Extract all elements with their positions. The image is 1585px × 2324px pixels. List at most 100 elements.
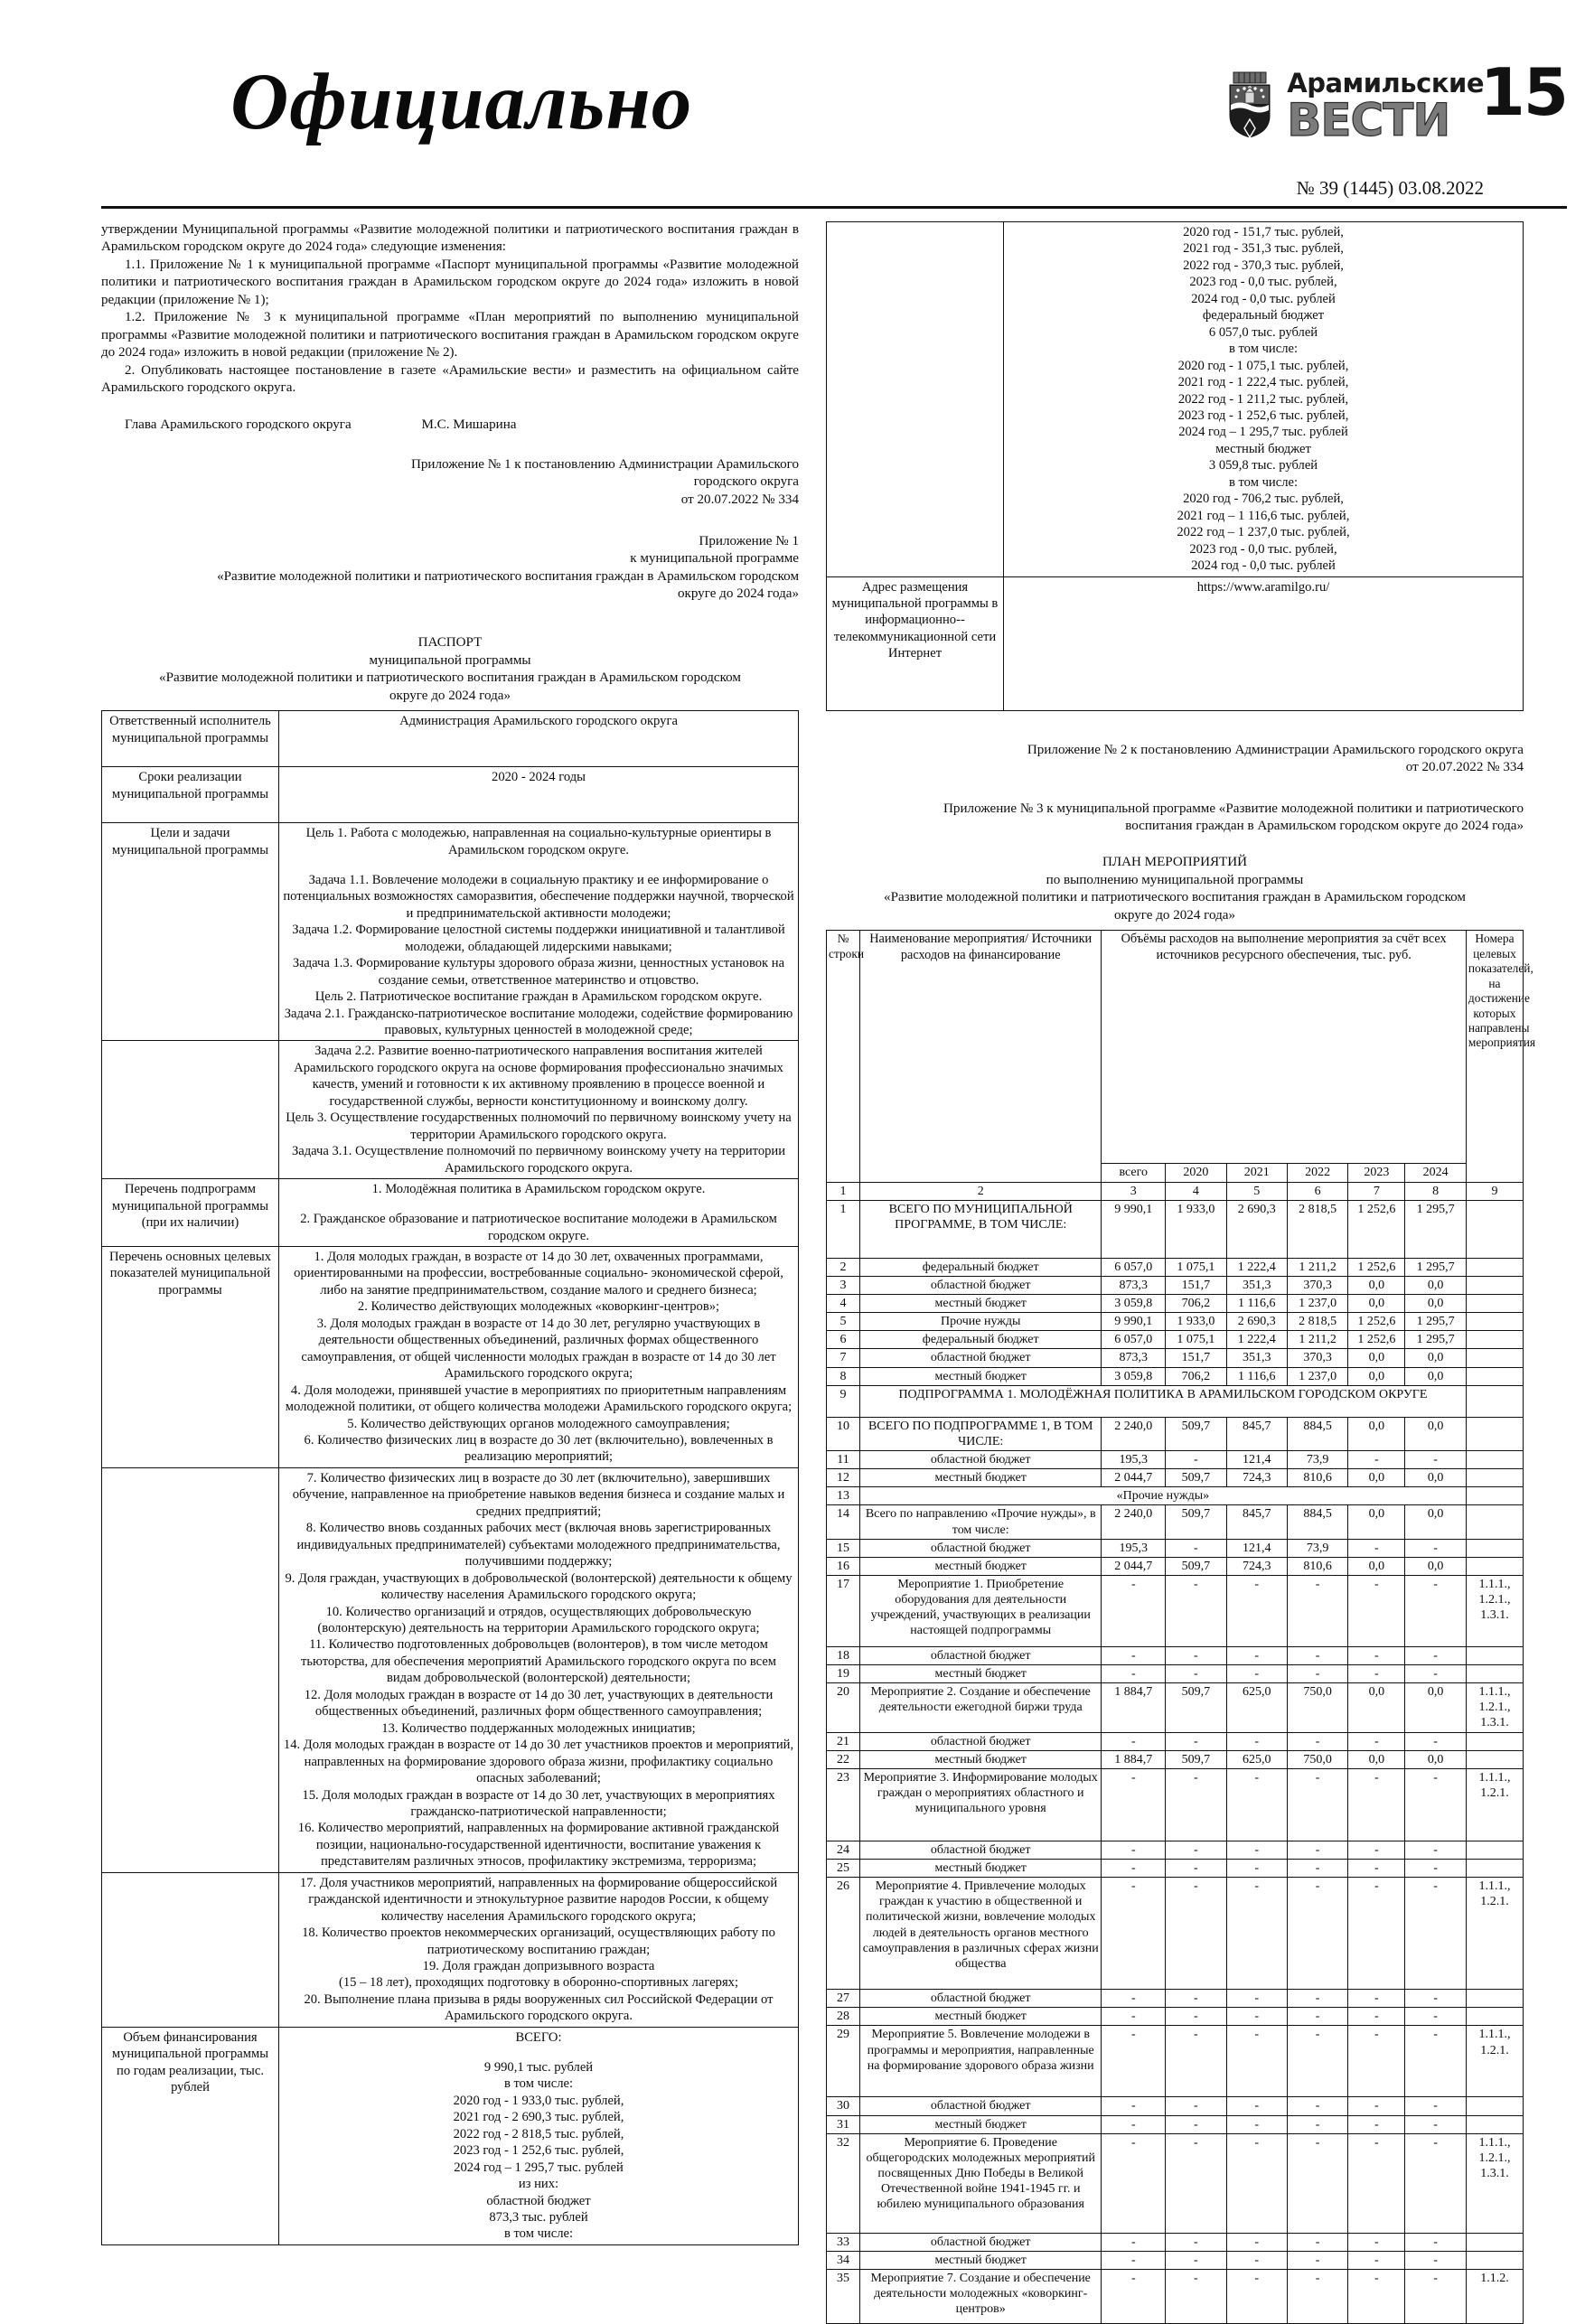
multiline-value: Цель 1. Работа с молодежью, направленная…	[283, 825, 794, 1038]
row-indicators	[1465, 1348, 1524, 1368]
col-index: 1	[826, 1181, 860, 1201]
row-indicators	[1465, 1645, 1524, 1666]
row-value-5: -	[1404, 1731, 1467, 1751]
row-value-1: -	[1165, 2096, 1227, 2116]
row-value-3: -	[1286, 2132, 1349, 2234]
row-indicators	[1465, 1840, 1524, 1860]
row-name: областной бюджет	[858, 2232, 1102, 2252]
row-name: областной бюджет	[858, 1731, 1102, 1751]
value-line: Задача 2.2. Развитие военно-патриотическ…	[294, 1044, 783, 1109]
row-value-4: -	[1347, 1574, 1406, 1647]
row-indicators	[1465, 1749, 1524, 1769]
value-line: 1. Молодёжная политика в Арамильском гор…	[371, 1182, 706, 1197]
row-value-3: 884,5	[1286, 1504, 1349, 1540]
table-row: 32 Мероприятие 6. Проведение общегородски…	[826, 2132, 1524, 2234]
row-indicators	[1465, 1538, 1524, 1558]
row-number: 14	[826, 1504, 860, 1540]
row-value-1: -	[1165, 1767, 1227, 1841]
plan-subheader-2022: 2022	[1286, 1163, 1349, 1183]
row-value-5: -	[1404, 1538, 1467, 1558]
col-index: 2	[858, 1181, 1102, 1201]
row-value-4: -	[1347, 1989, 1406, 2009]
row-value-0: 1 884,7	[1101, 1682, 1167, 1733]
row-number: 9	[826, 1384, 860, 1418]
row-number: 34	[826, 2250, 860, 2271]
value-line: 7. Количество физических лиц в возрасте …	[292, 1470, 785, 1519]
row-value-3: 370,3	[1286, 1275, 1349, 1295]
row-name: Всего по направлению «Прочие нужды», в т…	[858, 1504, 1102, 1540]
row-value-4: 0,0	[1347, 1416, 1406, 1451]
table-row: 23 Мероприятие 3. Информирование молодых …	[826, 1767, 1524, 1841]
row-value-2: 1 222,4	[1225, 1257, 1288, 1277]
value-line: 2. Гражданское образование и патриотичес…	[300, 1212, 777, 1243]
row-name: местный бюджет	[858, 2250, 1102, 2271]
row-value-2: -	[1225, 2096, 1288, 2116]
table-row: 15 областной бюджет 195,3-121,4 73,9- -	[826, 1538, 1524, 1558]
row-number: 35	[826, 2269, 860, 2324]
row-value-3: 370,3	[1286, 1348, 1349, 1368]
row-value-1: 509,7	[1165, 1749, 1227, 1769]
row-value-5: 1 295,7	[1404, 1312, 1467, 1332]
col-index: 4	[1165, 1181, 1227, 1201]
row-value-0: -	[1101, 1664, 1167, 1684]
row-value-3: 750,0	[1286, 1682, 1349, 1733]
masthead: Официально	[0, 0, 1585, 209]
value-line: 13. Количество поддержанных молодежных и…	[381, 1720, 696, 1736]
row-name: местный бюджет	[858, 2114, 1102, 2134]
row-value-2: -	[1225, 2232, 1288, 2252]
row-name: областной бюджет	[858, 2096, 1102, 2116]
row-value-5: -	[1404, 1664, 1467, 1684]
table-row: 29 Мероприятие 5. Вовлечение молодежи в п…	[826, 2025, 1524, 2098]
table-row: 35 Мероприятие 7. Создание и обеспечение …	[826, 2269, 1524, 2324]
row-value-0: -	[1101, 2250, 1167, 2271]
row-value-2: 351,3	[1225, 1275, 1288, 1295]
appendix1-prog-line-2: «Развитие молодежной политики и патриоти…	[217, 568, 799, 584]
row-value-4: -	[1347, 1645, 1406, 1666]
row-value-1: 706,2	[1165, 1366, 1227, 1386]
page-title: Официально	[230, 58, 693, 146]
row-number: 26	[826, 1877, 860, 1991]
row-value-2: 121,4	[1225, 1538, 1288, 1558]
row-value-1: -	[1165, 1840, 1227, 1860]
row-value-0: 2 044,7	[1101, 1556, 1167, 1576]
table-row: Перечень основных целевых показателей му…	[101, 1246, 799, 1468]
row-value-0: -	[1101, 2096, 1167, 2116]
row-indicators	[1465, 1731, 1524, 1751]
appendix1-prog-line-3: округе до 2024 года»	[677, 586, 799, 602]
row-name: ВСЕГО ПО ПОДПРОГРАММЕ 1, В ТОМ ЧИСЛЕ:	[858, 1416, 1102, 1451]
value-line: Цель 3. Осуществление государственных по…	[286, 1110, 792, 1142]
row-value-0: -	[1101, 2132, 1167, 2234]
col-index: 5	[1225, 1181, 1288, 1201]
row-number: 8	[826, 1366, 860, 1386]
passport-row-label: Цели и задачи муниципальной программы	[101, 822, 279, 1042]
row-value-4: 1 252,6	[1347, 1199, 1406, 1259]
row-value-3: 73,9	[1286, 1538, 1349, 1558]
value-line: 6. Количество физических лиц в возрасте …	[304, 1432, 774, 1465]
row-name: областной бюджет	[858, 1275, 1102, 1295]
plan-subheader-2024: 2024	[1404, 1163, 1467, 1183]
appendix3-prog-line-0: Приложение № 3 к муниципальной программе…	[943, 801, 1524, 816]
value-line: 2024 год – 1 295,7 тыс. рублей	[1178, 425, 1348, 440]
row-value-4: -	[1347, 1538, 1406, 1558]
appendix1-post-line-1: городского округа	[693, 474, 799, 490]
row-value-2: -	[1225, 2007, 1288, 2027]
row-value-5: -	[1404, 2250, 1467, 2271]
row-value-2: -	[1225, 1840, 1288, 1860]
appendix2-post-line-1: от 20.07.2022 № 334	[1405, 760, 1524, 775]
row-value-3: 1 237,0	[1286, 1366, 1349, 1386]
value-line	[283, 858, 794, 872]
row-value-2: -	[1225, 2025, 1288, 2098]
passport-row-value: ВСЕГО: 9 990,1 тыс. рублей в том числе: 20…	[278, 2026, 799, 2245]
row-value-4: -	[1347, 1877, 1406, 1991]
row-value-4: -	[1347, 2132, 1406, 2234]
row-value-0: 873,3	[1101, 1275, 1167, 1295]
table-row: Цели и задачи муниципальной программы Це…	[101, 822, 799, 1042]
row-value-5: 0,0	[1404, 1366, 1467, 1386]
row-value-4: 0,0	[1347, 1749, 1406, 1769]
appendix1-post-line-2: от 20.07.2022 № 334	[680, 492, 799, 507]
row-value-4: -	[1347, 1731, 1406, 1751]
table-row: 16 местный бюджет 2 044,7 509,7 724,3 810,6 0,…	[826, 1556, 1524, 1576]
table-row: 21 областной бюджет - - - - - -	[826, 1731, 1524, 1751]
row-value-4: -	[1347, 1859, 1406, 1879]
value-line: 2021 год - 351,3 тыс. рублей,	[1183, 241, 1344, 257]
